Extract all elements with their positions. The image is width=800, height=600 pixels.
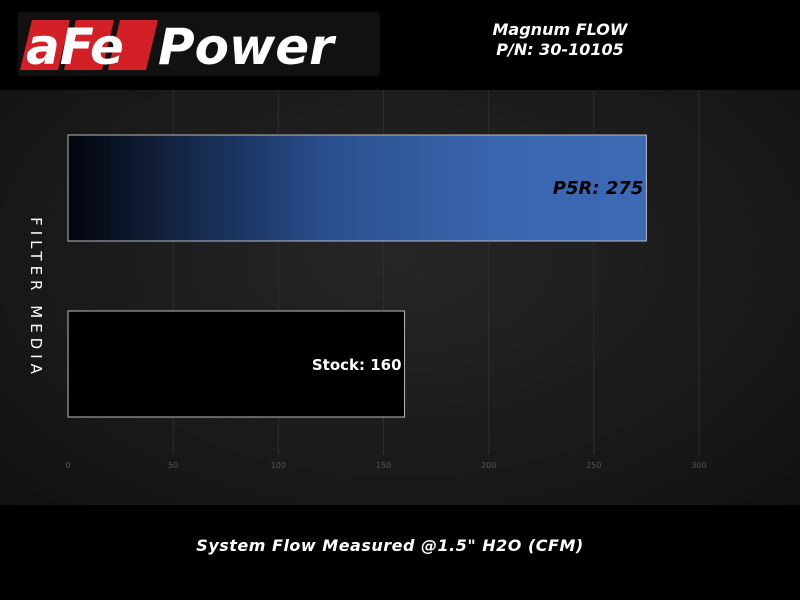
x-tick-label: 150 — [376, 461, 391, 470]
footer — [0, 505, 800, 600]
bar-p5r — [67, 134, 647, 242]
chart-title: Magnum FLOW P/N: 30-10105 — [440, 20, 680, 60]
x-tick-label: 0 — [65, 461, 70, 470]
x-tick-label: 200 — [481, 461, 496, 470]
x-axis-label: System Flow Measured @1.5" H2O (CFM) — [196, 536, 584, 555]
header: aFe Power Magnum FLOW P/N: 30-10105 — [0, 0, 800, 90]
x-tick-label: 100 — [271, 461, 286, 470]
y-axis-label: FILTER MEDIA — [27, 217, 45, 379]
part-number: P/N: 30-10105 — [496, 40, 624, 59]
afe-power-logo: aFe Power — [18, 12, 380, 76]
svg-text:Power: Power — [158, 18, 337, 76]
data-label: P5R: 275 — [553, 178, 644, 199]
x-tick-label: 300 — [691, 461, 706, 470]
product-name: Magnum FLOW — [492, 20, 628, 39]
x-tick-label: 250 — [586, 461, 601, 470]
bar-stock — [67, 310, 406, 418]
x-tick-label: 50 — [168, 461, 178, 470]
svg-text:aFe: aFe — [26, 18, 124, 76]
data-label: Stock: 160 — [312, 356, 402, 374]
